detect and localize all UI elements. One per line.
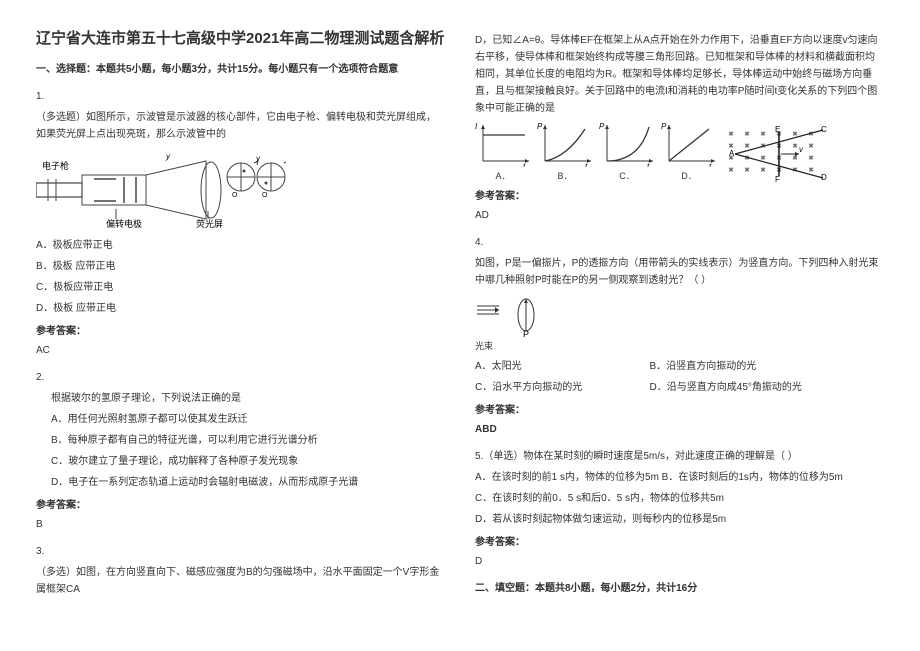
q2-num: 2. bbox=[36, 369, 445, 386]
svg-text:×: × bbox=[745, 143, 749, 150]
svg-text:×: × bbox=[729, 131, 733, 138]
q1-optB: B．极板 应带正电 bbox=[36, 258, 445, 275]
q1-figure: 电子枪 偏转电极 荧光屏 O O y y bbox=[36, 149, 445, 231]
q1-optA: A．极板应带正电 bbox=[36, 237, 445, 254]
section2-head: 二、填空题：本题共8小题，每小题2分，共计16分 bbox=[475, 580, 884, 597]
page-title: 辽宁省大连市第五十七高级中学2021年高二物理测试题含解析 bbox=[36, 28, 445, 51]
svg-text:×: × bbox=[761, 131, 765, 138]
q2-optB: B．每种原子都有自己的特征光谱，可以利用它进行光谱分析 bbox=[36, 432, 445, 449]
svg-text:×: × bbox=[745, 131, 749, 138]
q5-ans: D bbox=[475, 553, 884, 570]
q1-optD: D．极板 应带正电 bbox=[36, 300, 445, 317]
svg-text:t: t bbox=[709, 162, 712, 167]
q4-optA: A．太阳光 bbox=[475, 358, 647, 375]
q4-optB: B．沿竖直方向振动的光 bbox=[650, 361, 757, 372]
q5-options: A．在该时刻的前1 s内，物体的位移为5m B．在该时刻后的1s内，物体的位移为… bbox=[475, 469, 884, 528]
q3-charts: I t A． P t B． bbox=[475, 121, 884, 182]
q2-ans-label: 参考答案： bbox=[36, 497, 445, 514]
q4-optC: C．沿水平方向振动的光 bbox=[475, 379, 647, 396]
q5-optAB: A．在该时刻的前1 s内，物体的位移为5m B．在该时刻后的1s内，物体的位移为… bbox=[475, 469, 884, 486]
q1-ans: AC bbox=[36, 342, 445, 359]
chartB: P t B． bbox=[537, 121, 593, 182]
svg-text:×: × bbox=[761, 167, 765, 174]
svg-text:F: F bbox=[775, 175, 780, 182]
chartA: I t A． bbox=[475, 121, 531, 182]
q5-stem: 5.（单选）物体在某时刻的瞬时速度是5m/s，对此速度正确的理解是（ ） bbox=[475, 448, 884, 465]
svg-text:O: O bbox=[232, 192, 238, 199]
q4-figure: P bbox=[475, 295, 884, 337]
q2-stem: 根据玻尔的氢原子理论，下列说法正确的是 bbox=[36, 390, 445, 407]
svg-text:×: × bbox=[809, 167, 813, 174]
svg-text:C: C bbox=[821, 126, 827, 134]
q3-num: 3. bbox=[36, 543, 445, 560]
svg-text:×: × bbox=[809, 131, 813, 138]
svg-text:O: O bbox=[262, 192, 268, 199]
q4-ans: ABD bbox=[475, 421, 884, 438]
svg-text:y: y bbox=[165, 152, 171, 161]
q3-ans: AD bbox=[475, 207, 884, 224]
q1-stem: （多选题）如图所示，示波管是示波器的核心部件，它由电子枪、偏转电极和荧光屏组成，… bbox=[36, 109, 445, 143]
q4-optD: D．沿与竖直方向成45°角振动的光 bbox=[650, 382, 802, 393]
q4-beam-label: 光束 bbox=[475, 339, 884, 354]
q4-ans-label: 参考答案： bbox=[475, 402, 884, 419]
q2-ans: B bbox=[36, 516, 445, 533]
q5-optC: C．在该时刻的前0．5 s和后0．5 s内，物体的位移共5m bbox=[475, 490, 884, 507]
left-column: 辽宁省大连市第五十七高级中学2021年高二物理测试题含解析 一、选择题：本题共5… bbox=[36, 28, 445, 607]
svg-text:×: × bbox=[809, 143, 813, 150]
svg-text:y: y bbox=[255, 154, 261, 163]
q5-optD: D．若从该时刻起物体做匀速运动，则每秒内的位移是5m bbox=[475, 511, 884, 528]
q3-ans-label: 参考答案： bbox=[475, 188, 884, 205]
label-egun: 电子枪 bbox=[42, 160, 69, 171]
label-plate: 偏转电极 bbox=[106, 218, 142, 229]
svg-text:P: P bbox=[661, 122, 667, 131]
svg-text:t: t bbox=[647, 162, 650, 167]
section1-head: 一、选择题：本题共5小题，每小题3分，共计15分。每小题只有一个选项符合题意 bbox=[36, 61, 445, 78]
q1-ans-label: 参考答案： bbox=[36, 323, 445, 340]
q1-num: 1. bbox=[36, 88, 445, 105]
svg-text:I: I bbox=[475, 122, 478, 131]
q1-optC: C．极板应带正电 bbox=[36, 279, 445, 296]
svg-text:D: D bbox=[821, 173, 827, 182]
q2-optA: A．用任何光照射氢原子都可以使其发生跃迁 bbox=[36, 411, 445, 428]
svg-text:×: × bbox=[745, 167, 749, 174]
q5-ans-label: 参考答案： bbox=[475, 534, 884, 551]
q2-optC: C．玻尔建立了量子理论，成功解释了各种原子发光现象 bbox=[36, 453, 445, 470]
q1-options: A．极板应带正电 B．极板 应带正电 C．极板应带正电 D．极板 应带正电 bbox=[36, 237, 445, 317]
svg-text:×: × bbox=[793, 143, 797, 150]
svg-text:×: × bbox=[809, 155, 813, 162]
q4-num: 4. bbox=[475, 234, 884, 251]
q3-cont: D，已知∠A=θ。导体棒EF在框架上从A点开始在外力作用下，沿垂直EF方向以速度… bbox=[475, 32, 884, 117]
svg-text:P: P bbox=[599, 122, 605, 131]
chartC: P t C． bbox=[599, 121, 655, 182]
q4-options: A．太阳光 B．沿竖直方向振动的光 C．沿水平方向振动的光 D．沿与竖直方向成4… bbox=[475, 358, 884, 396]
svg-text:E: E bbox=[775, 126, 780, 134]
svg-text:P: P bbox=[537, 122, 543, 131]
q2-options: A．用任何光照射氢原子都可以使其发生跃迁 B．每种原子都有自己的特征光谱，可以利… bbox=[36, 411, 445, 491]
svg-text:A: A bbox=[729, 149, 735, 158]
chartD: P t D． bbox=[661, 121, 717, 182]
svg-text:t: t bbox=[585, 162, 588, 167]
svg-text:×: × bbox=[793, 155, 797, 162]
svg-text:×: × bbox=[729, 167, 733, 174]
svg-text:×: × bbox=[745, 155, 749, 162]
q3-stem: （多选）如图，在方向竖直向下、磁感应强度为B的匀强磁场中，沿水平面固定一个V字形… bbox=[36, 564, 445, 598]
v-frame-diagram: ×××××× ×××××× ×××××× ×××××× v bbox=[723, 126, 833, 182]
q2-optD: D．电子在一系列定态轨道上运动时会辐射电磁波，从而形成原子光谱 bbox=[36, 474, 445, 491]
svg-text:P: P bbox=[523, 329, 529, 337]
q4-stem: 如图，P是一偏振片，P的透振方向（用带箭头的实线表示）为竖直方向。下列四种入射光… bbox=[475, 255, 884, 289]
svg-text:t: t bbox=[523, 162, 526, 167]
label-screen: 荧光屏 bbox=[196, 218, 223, 229]
right-column: D，已知∠A=θ。导体棒EF在框架上从A点开始在外力作用下，沿垂直EF方向以速度… bbox=[475, 28, 884, 607]
svg-text:v: v bbox=[799, 145, 804, 154]
